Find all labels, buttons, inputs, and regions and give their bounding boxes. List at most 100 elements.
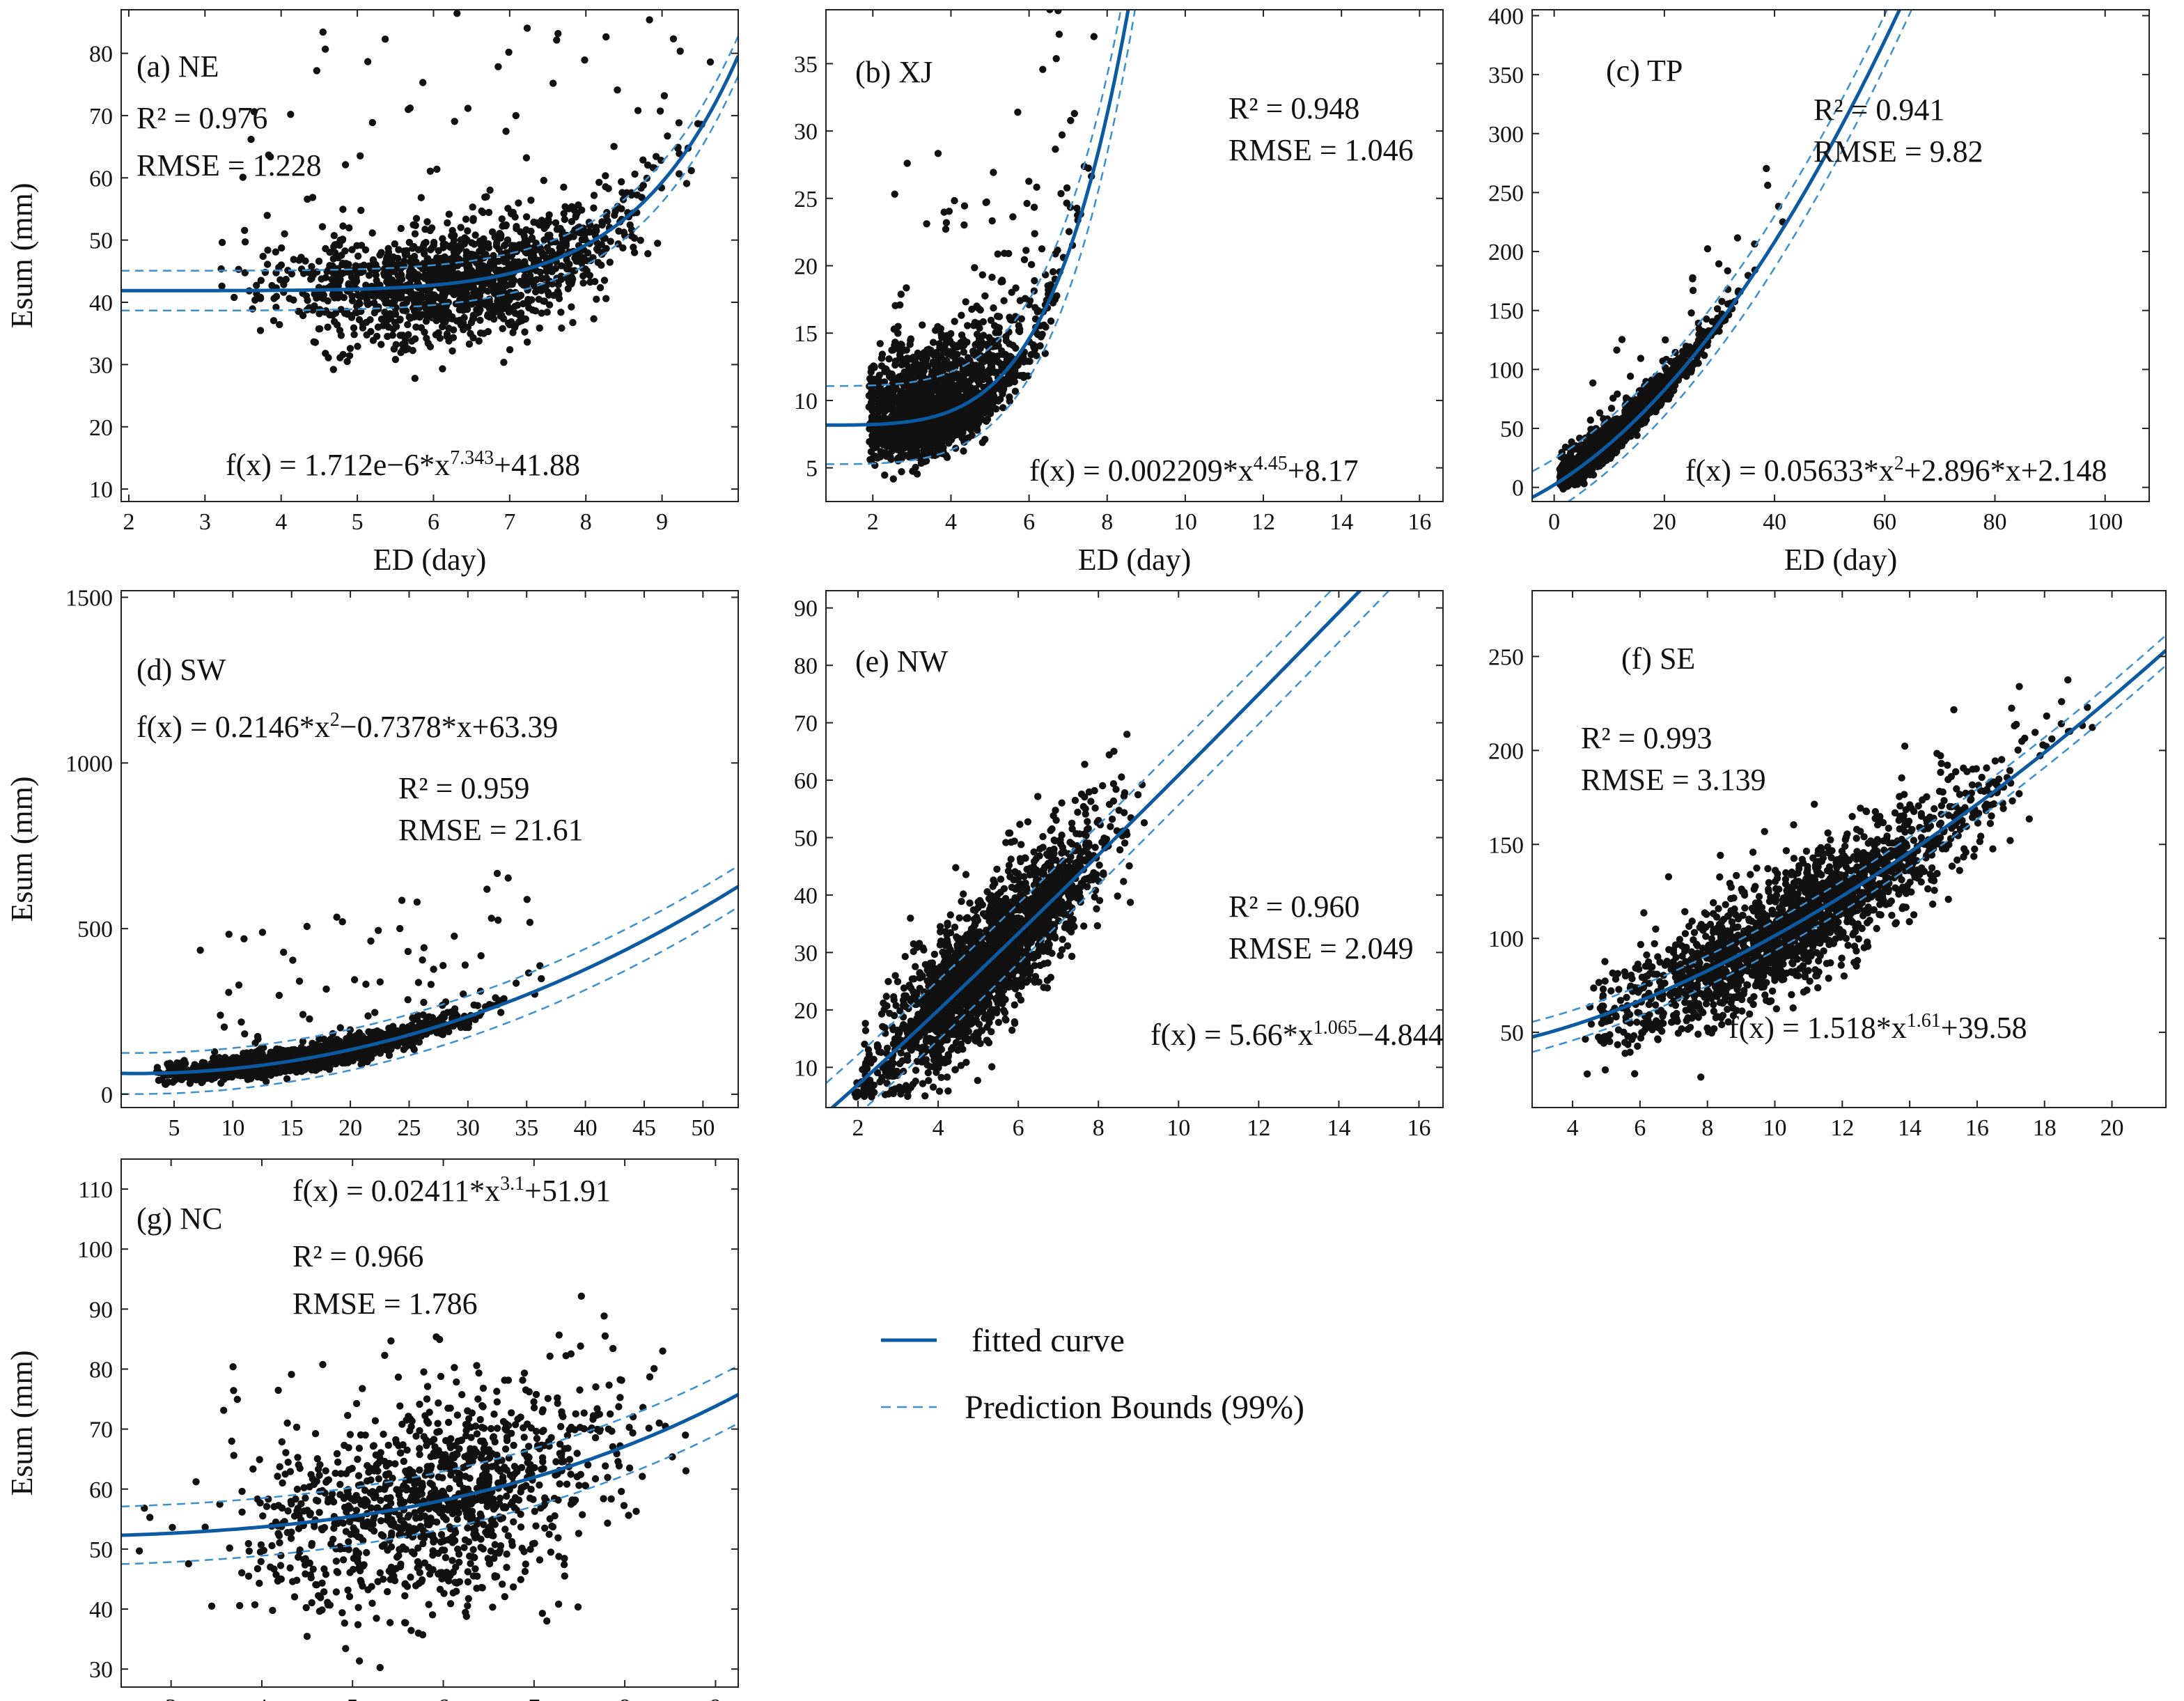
data-point (631, 170, 639, 178)
data-point (512, 111, 520, 120)
data-point (988, 364, 996, 371)
data-point (329, 311, 336, 319)
data-point (409, 347, 416, 355)
data-point (1679, 348, 1687, 355)
data-point (987, 316, 995, 324)
data-point (937, 330, 945, 339)
data-point (474, 269, 483, 277)
data-point (992, 341, 999, 348)
data-point (978, 271, 987, 279)
data-point (380, 270, 388, 277)
data-point (241, 226, 249, 234)
data-point (874, 437, 882, 446)
data-point (450, 236, 458, 244)
data-point (907, 355, 914, 363)
data-point (398, 346, 407, 355)
data-point (960, 435, 969, 442)
data-point (593, 245, 601, 253)
data-point (875, 387, 882, 395)
y-tick-label: 50 (89, 228, 113, 254)
equation-base: f(x) = 1.712e−6*x (226, 448, 450, 482)
data-point (488, 284, 495, 292)
data-point (411, 335, 419, 343)
data-point (218, 282, 226, 290)
data-point (540, 251, 548, 259)
data-point (912, 463, 919, 472)
data-point (1020, 256, 1029, 263)
data-point (960, 221, 968, 229)
data-point (557, 272, 565, 280)
data-point (476, 306, 484, 313)
data-point (976, 345, 984, 352)
data-point (498, 215, 506, 223)
data-point (573, 209, 582, 217)
data-point (639, 156, 647, 164)
data-point (451, 118, 458, 125)
data-point (541, 284, 549, 292)
data-point (637, 236, 644, 244)
data-point (391, 355, 400, 364)
data-point (345, 280, 352, 288)
data-point (1015, 327, 1024, 336)
lower-prediction-bound (826, 10, 1136, 465)
data-point (330, 272, 338, 279)
data-point (1025, 178, 1033, 185)
data-point (906, 367, 914, 375)
data-point (546, 277, 554, 285)
data-point (231, 293, 238, 302)
data-point (908, 404, 916, 412)
data-point (371, 293, 379, 300)
data-point (502, 127, 510, 135)
data-point (896, 355, 904, 362)
data-point (660, 92, 669, 100)
data-point (432, 331, 440, 339)
data-point (947, 329, 955, 338)
data-point (1046, 10, 1054, 13)
data-point (406, 267, 414, 275)
data-point (272, 304, 280, 311)
data-point (1012, 284, 1020, 292)
data-point (330, 232, 338, 240)
data-point (911, 396, 919, 403)
data-point (362, 281, 370, 289)
data-point (448, 315, 456, 323)
data-point (596, 284, 604, 292)
data-point (973, 330, 981, 339)
data-point (365, 272, 373, 279)
data-point (391, 240, 398, 248)
data-point (898, 454, 905, 462)
data-point (954, 430, 962, 438)
data-point (218, 238, 226, 247)
data-point (1011, 364, 1019, 371)
data-point (969, 388, 977, 396)
data-point (1031, 277, 1038, 285)
data-point (889, 475, 898, 483)
data-point (315, 257, 323, 265)
panel-title: (b) XJ (855, 55, 933, 89)
data-point (396, 316, 404, 323)
y-tick-label: 20 (794, 254, 818, 280)
data-point (1011, 387, 1020, 395)
data-point (563, 256, 570, 264)
data-point (461, 234, 469, 242)
data-point (239, 173, 247, 181)
data-point (249, 305, 256, 313)
y-tick-label: 5 (806, 456, 818, 482)
data-point (510, 242, 518, 249)
data-point (276, 320, 283, 329)
data-point (999, 350, 1006, 358)
data-point (570, 228, 577, 236)
data-point (290, 256, 297, 263)
data-point (348, 246, 356, 254)
data-point (630, 249, 639, 256)
data-point (475, 337, 483, 345)
data-point (669, 35, 678, 42)
data-point (302, 257, 309, 265)
data-point (619, 244, 627, 252)
data-point (897, 290, 905, 298)
data-point (368, 118, 376, 127)
data-point (456, 288, 465, 295)
x-tick-label: 3 (199, 509, 211, 535)
data-point (558, 262, 566, 270)
